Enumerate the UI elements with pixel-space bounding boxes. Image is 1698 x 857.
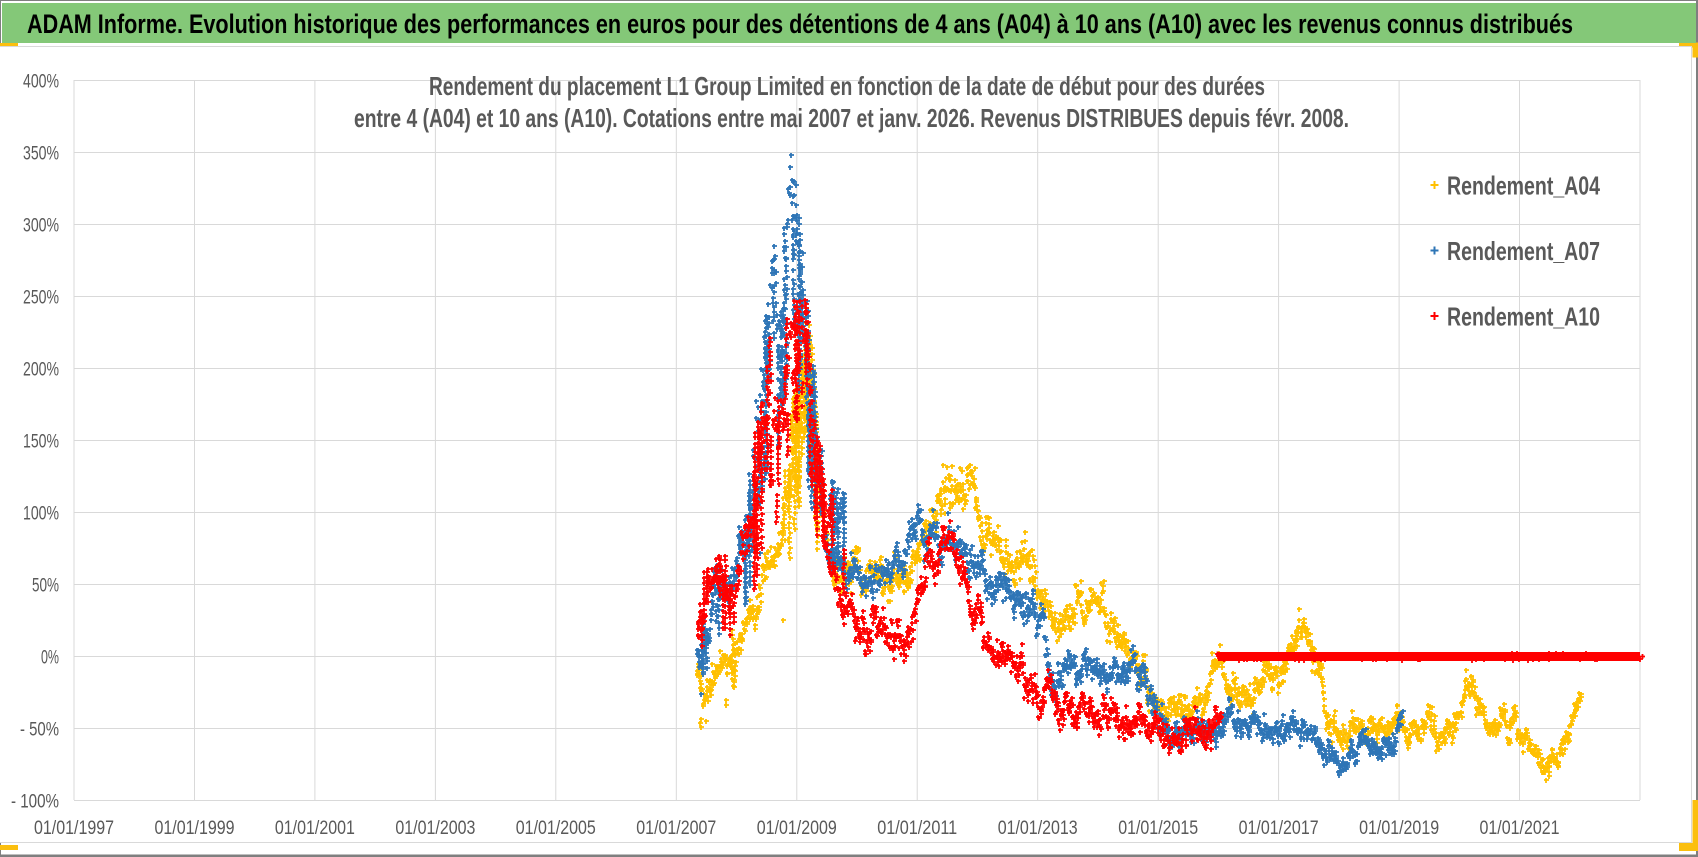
svg-text:01/01/1999: 01/01/1999 [155, 818, 235, 839]
svg-text:200%: 200% [23, 359, 59, 380]
svg-text:01/01/2017: 01/01/2017 [1239, 818, 1319, 839]
svg-text:01/01/2021: 01/01/2021 [1480, 818, 1560, 839]
svg-text:150%: 150% [23, 431, 59, 452]
svg-text:- 50%: - 50% [20, 719, 59, 740]
svg-text:- 100%: - 100% [11, 791, 59, 812]
svg-text:entre 4 (A04) et 10 ans (A10).: entre 4 (A04) et 10 ans (A10). Cotations… [354, 103, 1349, 133]
svg-text:300%: 300% [23, 215, 59, 236]
svg-text:100%: 100% [23, 503, 59, 524]
svg-text:01/01/2015: 01/01/2015 [1118, 818, 1198, 839]
svg-text:01/01/2009: 01/01/2009 [757, 818, 837, 839]
svg-text:01/01/2007: 01/01/2007 [636, 818, 716, 839]
svg-text:01/01/2013: 01/01/2013 [998, 818, 1078, 839]
svg-text:01/01/2005: 01/01/2005 [516, 818, 596, 839]
svg-text:Rendement_A04: Rendement_A04 [1447, 170, 1600, 200]
svg-text:01/01/2019: 01/01/2019 [1359, 818, 1439, 839]
svg-text:01/01/2003: 01/01/2003 [395, 818, 475, 839]
svg-text:400%: 400% [23, 71, 59, 92]
svg-text:01/01/2011: 01/01/2011 [877, 818, 957, 839]
svg-text:Rendement_A07: Rendement_A07 [1447, 236, 1600, 266]
svg-text:250%: 250% [23, 287, 59, 308]
svg-text:50%: 50% [32, 575, 59, 596]
svg-text:Rendement du placement L1 Grou: Rendement du placement L1 Group Limited … [429, 71, 1265, 101]
svg-text:01/01/2001: 01/01/2001 [275, 818, 355, 839]
svg-text:350%: 350% [23, 143, 59, 164]
svg-text:0%: 0% [41, 647, 59, 668]
svg-text:ADAM Informe. Evolution histor: ADAM Informe. Evolution historique des p… [27, 9, 1573, 39]
svg-text:01/01/1997: 01/01/1997 [34, 818, 114, 839]
svg-text:Rendement_A10: Rendement_A10 [1447, 301, 1600, 331]
